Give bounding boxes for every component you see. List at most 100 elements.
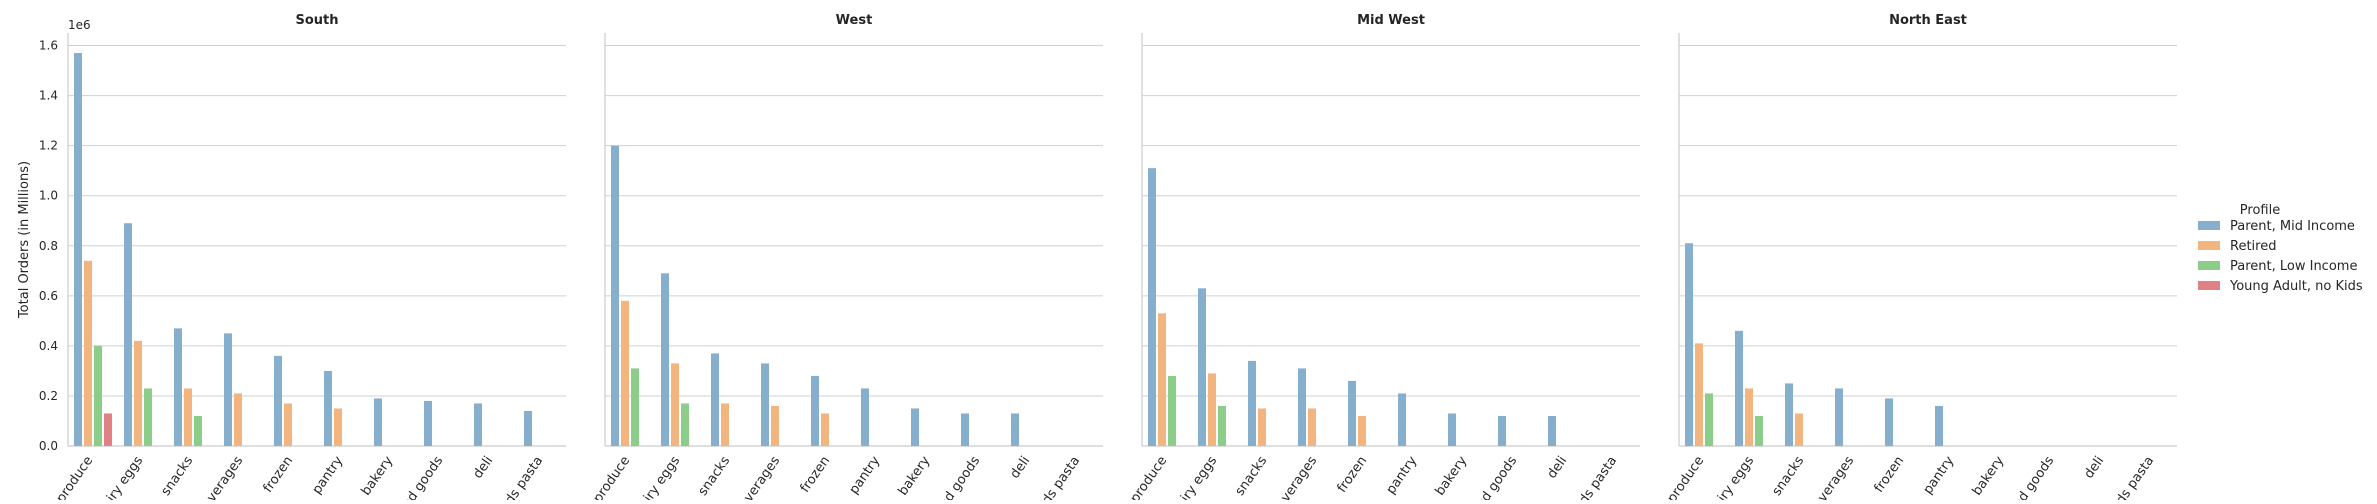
bar [324, 370, 332, 446]
bar [1695, 343, 1703, 446]
y-tick-label: 1.2 [39, 139, 58, 153]
bar [861, 388, 869, 446]
bar [811, 375, 819, 446]
bar [961, 413, 969, 446]
bar [124, 223, 132, 446]
bar [374, 398, 382, 446]
legend-swatch [2198, 221, 2220, 230]
bar [821, 413, 829, 446]
bar [1795, 413, 1803, 446]
x-tick-label: bakery [1970, 453, 2008, 498]
y-axis-label: Total Orders (in Millions) [17, 161, 32, 319]
legend-swatch [2198, 281, 2220, 290]
x-tick-label: frozen [798, 454, 834, 496]
bar [1248, 360, 1256, 446]
x-tick-label: produce [1665, 454, 1708, 500]
bar [1218, 405, 1226, 446]
bar [1198, 288, 1206, 446]
panel-title: West [836, 13, 873, 28]
bar [631, 368, 639, 446]
x-tick-label: dairy eggs [632, 454, 684, 500]
x-tick-label: dairy eggs [1706, 454, 1758, 500]
bar [1685, 243, 1693, 446]
x-tick-label: pantry [847, 453, 884, 497]
y-tick-label: 1.0 [39, 189, 58, 203]
bar [761, 363, 769, 446]
bar [184, 388, 192, 446]
bar [1258, 408, 1266, 446]
bar [1548, 415, 1556, 446]
x-tick-label: deli [471, 454, 497, 482]
bar [681, 403, 689, 446]
bar [1448, 413, 1456, 446]
bar [911, 408, 919, 446]
y-tick-label: 0.2 [39, 389, 58, 403]
bar [1885, 398, 1893, 446]
x-tick-label: beverages [1269, 454, 1321, 500]
x-tick-label: pantry [1384, 453, 1421, 497]
y-tick-label: 0.8 [39, 239, 58, 253]
bar [621, 300, 629, 446]
legend-entry: Parent, Low Income [2230, 259, 2357, 274]
panel-title: Mid West [1357, 13, 1425, 28]
bar [234, 393, 242, 446]
bar [104, 413, 112, 446]
y-tick-label: 0.0 [39, 439, 58, 453]
bar [424, 400, 432, 446]
x-tick-label: deli [1008, 454, 1034, 482]
bar [284, 403, 292, 446]
bar [1498, 415, 1506, 446]
x-tick-label: deli [2082, 454, 2108, 482]
bar [1298, 368, 1306, 446]
x-tick-label: deli [1545, 454, 1571, 482]
bar [1705, 393, 1713, 446]
bar [711, 353, 719, 446]
bar [721, 403, 729, 446]
bar [1755, 415, 1763, 446]
bar [134, 340, 142, 446]
y-tick-label: 1.4 [39, 89, 58, 103]
x-tick-label: bakery [359, 453, 397, 498]
bar [334, 408, 342, 446]
x-tick-label: snacks [1770, 454, 1808, 499]
y-offset-label: 1e6 [68, 18, 91, 32]
bar [1358, 415, 1366, 446]
bar [1208, 373, 1216, 446]
bar [74, 53, 82, 447]
x-tick-label: beverages [732, 454, 784, 500]
legend-swatch [2198, 261, 2220, 270]
x-tick-label: dairy eggs [95, 454, 147, 500]
bar [771, 405, 779, 446]
legend-entry: Young Adult, no Kids [2229, 279, 2363, 294]
bar [611, 145, 619, 447]
bar [1348, 380, 1356, 446]
bar [1011, 413, 1019, 446]
y-tick-label: 0.6 [39, 289, 58, 303]
x-tick-label: beverages [195, 454, 247, 500]
legend-title: Profile [2240, 203, 2280, 218]
x-tick-label: snacks [1233, 454, 1271, 499]
bar [274, 355, 282, 446]
bar [1158, 313, 1166, 446]
x-tick-label: produce [1128, 454, 1171, 500]
x-tick-label: frozen [261, 454, 297, 496]
bar [474, 403, 482, 446]
y-tick-label: 0.4 [39, 339, 58, 353]
x-tick-label: pantry [310, 453, 347, 497]
x-tick-label: frozen [1335, 454, 1371, 496]
x-tick-label: produce [54, 454, 97, 500]
bar [1398, 393, 1406, 446]
x-tick-label: frozen [1872, 454, 1908, 496]
x-tick-label: dairy eggs [1169, 454, 1221, 500]
x-tick-label: snacks [159, 454, 197, 499]
y-tick-label: 1.6 [39, 39, 58, 53]
bar [194, 415, 202, 446]
bar [1835, 388, 1843, 446]
x-tick-label: beverages [1806, 454, 1858, 500]
legend-swatch [2198, 241, 2220, 250]
bar [174, 328, 182, 446]
x-tick-label: snacks [696, 454, 734, 499]
bar [94, 345, 102, 446]
x-tick-label: bakery [896, 453, 934, 498]
